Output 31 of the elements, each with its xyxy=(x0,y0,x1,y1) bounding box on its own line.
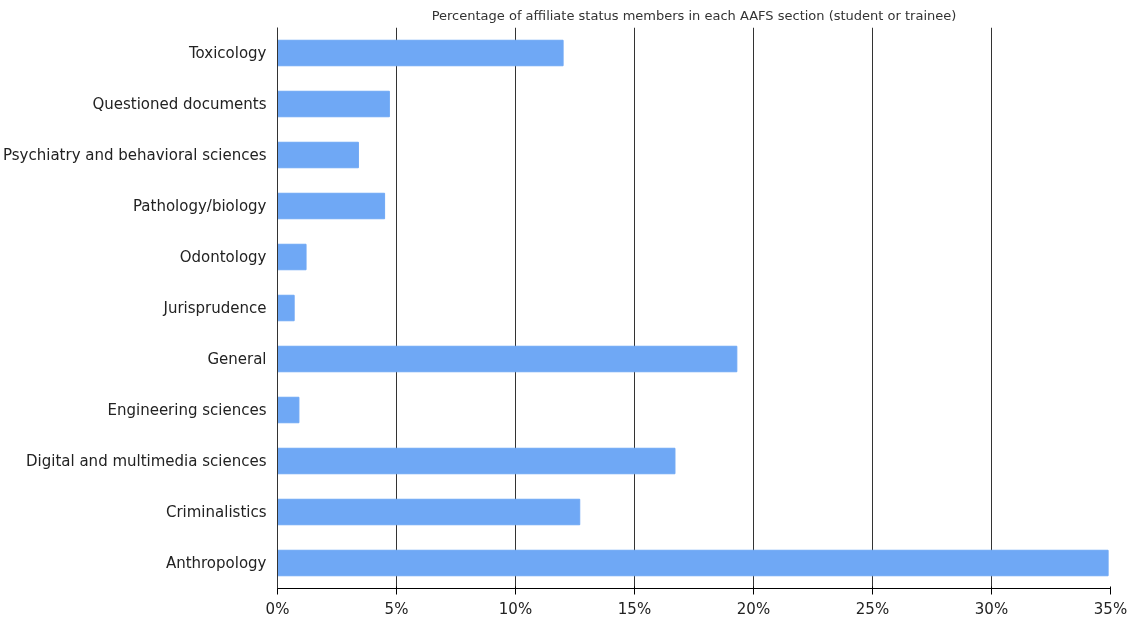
x-tick-label: 25% xyxy=(855,599,890,618)
bar xyxy=(277,498,581,526)
bar xyxy=(277,294,295,322)
chart-title: Percentage of affiliate status members in each AAFS section (student or trainee) xyxy=(431,7,957,23)
bar xyxy=(277,396,300,424)
bar xyxy=(277,549,1109,577)
y-tick-label: Engineering sciences xyxy=(107,401,267,419)
y-tick-label: Questioned documents xyxy=(92,95,267,113)
x-tick-label: 5% xyxy=(384,599,409,618)
x-tick-label: 0% xyxy=(265,599,290,618)
x-tick-label: 35% xyxy=(1093,599,1128,618)
bar xyxy=(277,345,738,373)
y-tick-label: General xyxy=(207,350,267,368)
x-tick-label: 10% xyxy=(498,599,533,618)
bar xyxy=(277,39,564,67)
bar xyxy=(277,90,390,118)
bar xyxy=(277,192,386,220)
y-tick-label: Odontology xyxy=(179,248,267,266)
y-tick-label: Psychiatry and behavioral sciences xyxy=(3,146,267,164)
y-tick-label: Pathology/biology xyxy=(132,197,267,215)
x-tick-label: 20% xyxy=(736,599,771,618)
x-tick-label: 15% xyxy=(617,599,652,618)
bar xyxy=(277,243,307,271)
y-tick-label: Jurisprudence xyxy=(162,299,267,317)
y-tick-label: Anthropology xyxy=(165,554,267,572)
y-tick-label: Toxicology xyxy=(187,44,267,62)
bar xyxy=(277,141,359,169)
y-tick-label: Criminalistics xyxy=(165,503,267,521)
x-tick-label: 30% xyxy=(974,599,1009,618)
y-tick-label: Digital and multimedia sciences xyxy=(26,452,267,470)
bar xyxy=(277,447,676,475)
